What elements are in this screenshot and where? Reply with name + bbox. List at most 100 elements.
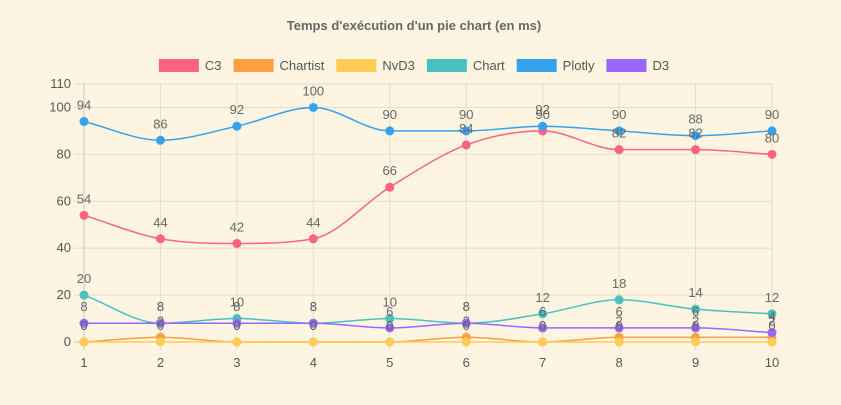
x-tick-label: 3 (233, 355, 240, 370)
data-point-plotly[interactable] (232, 121, 242, 131)
data-point-chart[interactable] (385, 314, 395, 324)
data-label-d3: 8 (310, 299, 317, 314)
data-point-plotly[interactable] (614, 126, 624, 136)
chart-legend[interactable]: C3 Chartist NvD3 Chart Plotly D3 (158, 58, 669, 73)
data-point-d3[interactable] (767, 328, 777, 338)
data-label-d3: 8 (157, 299, 164, 314)
data-point-nvd3[interactable] (767, 337, 777, 347)
data-point-d3[interactable] (308, 318, 318, 328)
legend-label-chart[interactable]: Chart (473, 58, 505, 73)
x-tick-label: 7 (539, 355, 546, 370)
data-point-nvd3[interactable] (155, 337, 165, 347)
data-label-chartist: 2 (768, 313, 775, 328)
data-point-d3[interactable] (461, 318, 471, 328)
data-label-plotly: 90 (612, 107, 626, 122)
data-point-d3[interactable] (385, 323, 395, 333)
y-tick-label: 0 (64, 334, 71, 349)
legend-swatch-nvd3[interactable] (336, 59, 377, 72)
data-label-chart: 10 (230, 295, 244, 310)
data-point-plotly[interactable] (385, 126, 395, 136)
data-label-c3: 84 (459, 121, 473, 136)
series-line-c3 (83, 130, 773, 245)
data-point-d3[interactable] (691, 323, 701, 333)
legend-swatch-plotly[interactable] (516, 59, 557, 72)
data-label-chartist: 0 (233, 318, 240, 333)
x-tick-label: 10 (765, 355, 779, 370)
y-tick-label: 20 (57, 287, 71, 302)
data-label-nvd3: 0 (157, 318, 164, 333)
y-axis-ticks: 0 20 40 60 80 100 110 (49, 76, 71, 349)
data-point-c3[interactable] (155, 234, 165, 244)
legend-label-d3[interactable]: D3 (652, 58, 669, 73)
data-label-d3: 6 (386, 304, 393, 319)
data-point-chart[interactable] (691, 304, 701, 314)
data-point-nvd3[interactable] (614, 337, 624, 347)
data-point-plotly[interactable] (538, 121, 548, 131)
data-label-c3: 42 (230, 219, 244, 234)
data-label-c3: 54 (77, 191, 91, 206)
data-point-c3[interactable] (767, 149, 777, 159)
legend-label-plotly[interactable]: Plotly (563, 58, 595, 73)
data-label-d3: 6 (539, 304, 546, 319)
data-point-chart[interactable] (79, 290, 89, 300)
series-lines (83, 106, 773, 343)
x-tick-label: 1 (80, 355, 87, 370)
chart-title: Temps d'exécution d'un pie chart (en ms) (287, 18, 541, 33)
data-point-c3[interactable] (461, 140, 471, 150)
data-point-chart[interactable] (538, 309, 548, 319)
legend-label-nvd3[interactable]: NvD3 (382, 58, 415, 73)
data-point-nvd3[interactable] (461, 337, 471, 347)
data-point-plotly[interactable] (79, 117, 89, 127)
data-label-c3: 66 (383, 163, 397, 178)
data-point-nvd3[interactable] (308, 337, 318, 347)
data-point-nvd3[interactable] (232, 337, 242, 347)
data-point-plotly[interactable] (461, 126, 471, 136)
data-label-chartist: 2 (615, 313, 622, 328)
data-point-chart[interactable] (614, 295, 624, 305)
data-label-plotly: 86 (153, 116, 167, 131)
data-label-chartist: 2 (692, 313, 699, 328)
data-point-d3[interactable] (614, 323, 624, 333)
y-tick-label: 80 (57, 146, 71, 161)
legend-label-c3[interactable]: C3 (205, 58, 222, 73)
data-point-plotly[interactable] (155, 135, 165, 145)
data-point-d3[interactable] (79, 318, 89, 328)
data-point-c3[interactable] (691, 145, 701, 155)
data-point-plotly[interactable] (691, 131, 701, 141)
data-point-c3[interactable] (308, 234, 318, 244)
data-label-c3: 44 (306, 215, 320, 230)
data-label-chart: 12 (535, 290, 549, 305)
data-point-nvd3[interactable] (79, 337, 89, 347)
data-point-chart[interactable] (767, 309, 777, 319)
legend-swatch-chartist[interactable] (233, 59, 274, 72)
legend-swatch-d3[interactable] (606, 59, 647, 72)
data-label-chartist: 2 (463, 313, 470, 328)
data-label-d3: 8 (233, 299, 240, 314)
x-tick-label: 9 (692, 355, 699, 370)
legend-swatch-c3[interactable] (158, 59, 199, 72)
y-tick-label: 40 (57, 240, 71, 255)
data-label-c3: 90 (535, 107, 549, 122)
data-point-c3[interactable] (79, 210, 89, 220)
data-label-c3: 44 (153, 215, 167, 230)
data-point-plotly[interactable] (308, 102, 318, 112)
data-label-plotly: 88 (688, 112, 702, 127)
legend-label-chartist[interactable]: Chartist (280, 58, 325, 73)
data-point-nvd3[interactable] (538, 337, 548, 347)
data-point-d3[interactable] (538, 323, 548, 333)
data-label-plotly: 92 (535, 102, 549, 117)
x-tick-label: 8 (615, 355, 622, 370)
data-point-nvd3[interactable] (385, 337, 395, 347)
data-point-d3[interactable] (232, 318, 242, 328)
data-point-c3[interactable] (614, 145, 624, 155)
data-point-c3[interactable] (385, 182, 395, 192)
data-point-d3[interactable] (155, 318, 165, 328)
data-point-plotly[interactable] (767, 126, 777, 136)
data-point-c3[interactable] (232, 238, 242, 248)
data-point-nvd3[interactable] (691, 337, 701, 347)
data-label-chart: 14 (688, 285, 702, 300)
data-label-c3: 80 (765, 130, 779, 145)
series-line-chartist (83, 336, 772, 343)
legend-swatch-chart[interactable] (426, 59, 467, 72)
